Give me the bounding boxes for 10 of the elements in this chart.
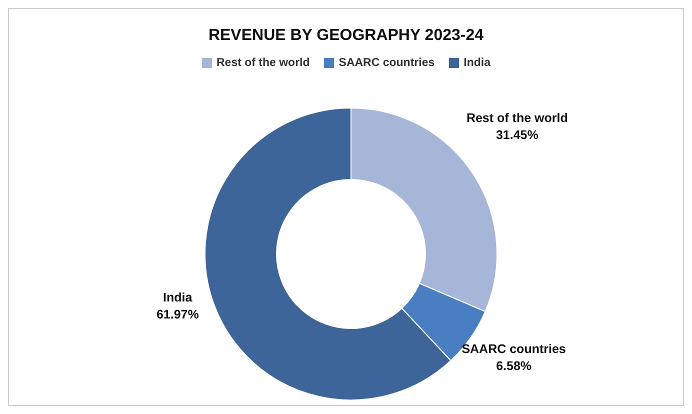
slice-label: SAARC countries <box>462 342 566 356</box>
legend-label: India <box>464 57 490 69</box>
data-label: 6.58% <box>496 358 532 373</box>
data-label: 31.45% <box>496 128 538 142</box>
slice-label: Rest of the world <box>466 111 568 126</box>
chart-title: REVENUE BY GEOGRAPHY 2023-24 <box>207 27 485 45</box>
slice-label: India <box>163 290 194 304</box>
data-label: 61.97% <box>156 307 199 322</box>
legend-label: SAARC countries <box>338 57 435 69</box>
legend-label: Rest of the world <box>216 57 310 69</box>
